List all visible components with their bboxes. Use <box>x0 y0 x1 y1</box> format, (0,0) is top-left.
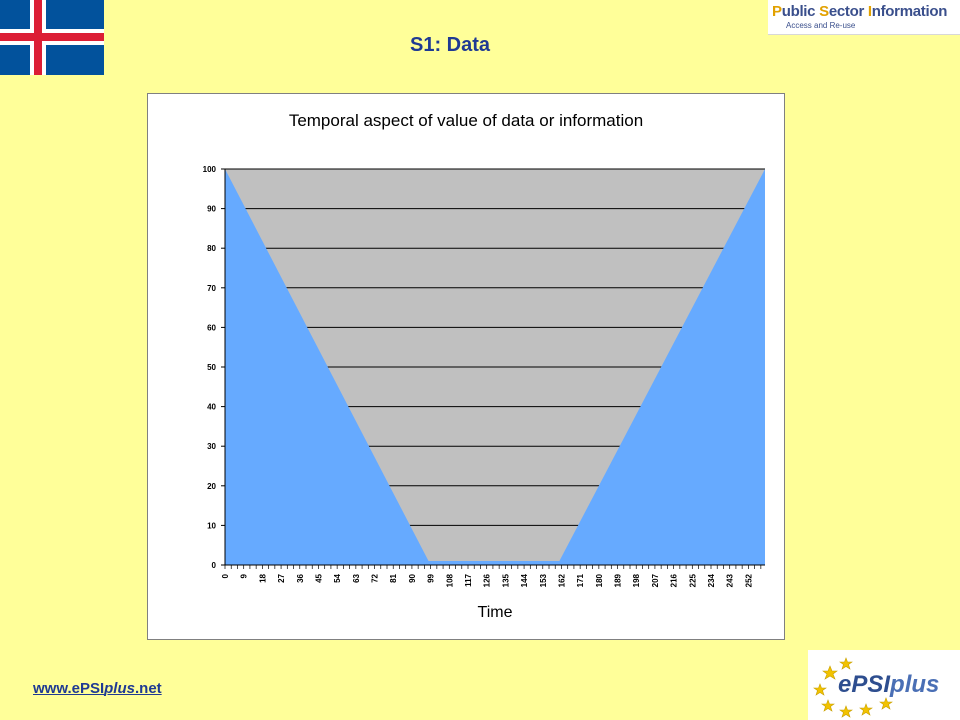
y-tick-label: 10 <box>207 521 216 530</box>
x-tick-label: 54 <box>333 573 342 582</box>
psi-logo-word: nformation <box>871 3 948 20</box>
psi-logo-letter: I <box>867 3 872 20</box>
x-tick-label: 81 <box>389 573 398 582</box>
x-tick-label: 126 <box>483 573 492 587</box>
iceland-flag <box>0 0 104 75</box>
x-tick-label: 252 <box>744 573 753 587</box>
chart-title: Temporal aspect of value of data or info… <box>289 111 643 130</box>
x-tick-label: 135 <box>501 573 510 587</box>
slide-title: S1: Data <box>409 34 491 56</box>
x-axis-label: Time <box>478 604 513 621</box>
website-link-prefix: www.ePSI <box>33 680 105 697</box>
epsiplus-logo-text: ePSIplus <box>838 671 939 698</box>
psi-logo-word: ector <box>828 3 868 20</box>
y-tick-label: 90 <box>207 205 216 214</box>
psi-logo: Public Sector Information Access and Re-… <box>768 0 960 35</box>
x-tick-label: 0 <box>221 573 230 578</box>
x-tick-label: 90 <box>408 573 417 582</box>
star-icon <box>859 703 873 716</box>
star-icon <box>839 705 853 718</box>
psi-logo-letter: S <box>819 3 829 20</box>
x-tick-label: 189 <box>614 573 623 587</box>
area-series <box>225 169 765 565</box>
star-icon <box>821 699 835 712</box>
y-tick-label: 0 <box>212 561 217 570</box>
x-tick-label: 27 <box>277 573 286 582</box>
x-tick-label: 18 <box>258 573 267 582</box>
x-tick-label: 108 <box>445 573 454 587</box>
psi-logo-letter: P <box>772 3 782 20</box>
x-tick-label: 234 <box>707 573 716 587</box>
x-tick-label: 45 <box>314 573 323 582</box>
y-tick-label: 40 <box>207 403 216 412</box>
x-tick-label: 171 <box>576 573 585 587</box>
x-tick-label: 63 <box>352 573 361 582</box>
y-tick-label: 20 <box>207 482 216 491</box>
x-tick-label: 36 <box>296 573 305 582</box>
psi-logo-subtitle: Access and Re-use <box>786 21 856 30</box>
area-chart: Temporal aspect of value of data or info… <box>203 111 765 621</box>
website-link[interactable]: www.ePSIplus.net <box>33 680 162 697</box>
x-tick-label: 243 <box>726 573 735 587</box>
y-tick-label: 60 <box>207 323 216 332</box>
y-tick-label: 70 <box>207 284 216 293</box>
y-tick-label: 100 <box>203 165 217 174</box>
psi-logo-word: ublic <box>781 3 820 20</box>
x-tick-label: 216 <box>670 573 679 587</box>
x-tick-label: 9 <box>240 573 249 578</box>
star-icon <box>879 697 893 710</box>
x-tick-label: 225 <box>688 573 697 587</box>
website-link-italic: plus <box>104 680 135 697</box>
x-tick-label: 117 <box>464 573 473 586</box>
epsiplus-logo: ePSIplus <box>808 650 960 720</box>
x-tick-label: 180 <box>595 573 604 587</box>
star-icon <box>822 665 838 680</box>
chart-frame: Temporal aspect of value of data or info… <box>147 93 785 640</box>
x-tick-label: 72 <box>371 573 380 582</box>
y-tick-label: 80 <box>207 244 216 253</box>
x-tick-label: 144 <box>520 573 529 587</box>
y-tick-label: 50 <box>207 363 216 372</box>
x-tick-label: 99 <box>427 573 436 582</box>
x-tick-label: 198 <box>632 573 641 587</box>
psi-logo-title: Public Sector Information <box>772 3 947 20</box>
star-icon <box>813 683 827 696</box>
x-tick-label: 153 <box>539 573 548 587</box>
website-link-suffix: .net <box>134 680 162 697</box>
y-tick-label: 30 <box>207 442 216 451</box>
x-tick-label: 162 <box>557 573 566 587</box>
star-icon <box>839 657 853 670</box>
x-tick-label: 207 <box>651 573 660 587</box>
